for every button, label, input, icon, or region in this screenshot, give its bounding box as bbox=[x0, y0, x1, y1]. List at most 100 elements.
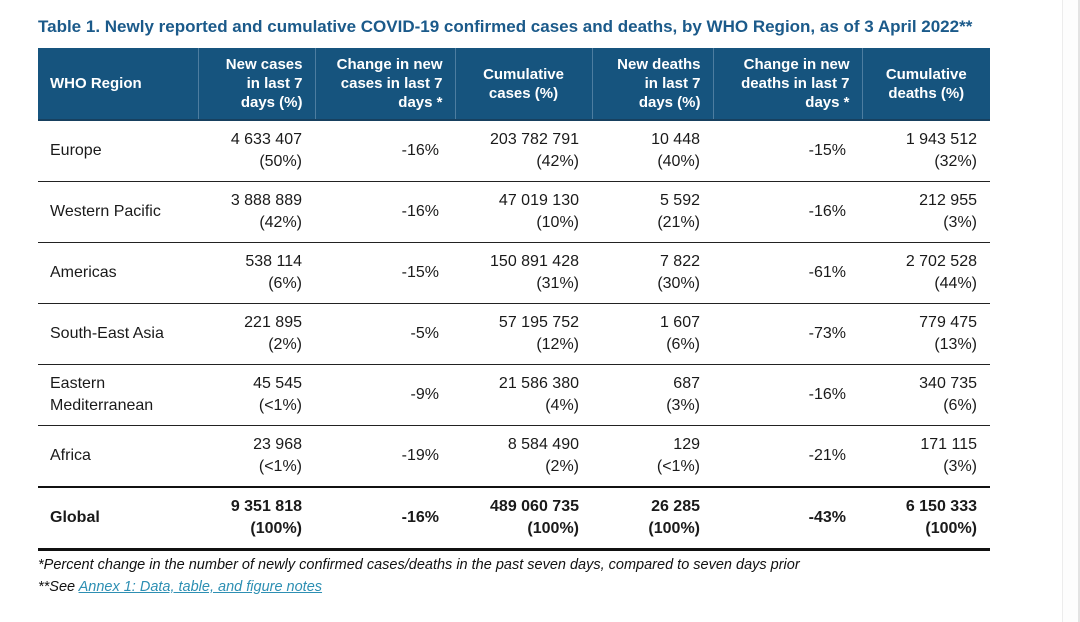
value-line: 9 351 818 bbox=[230, 498, 302, 515]
value-line: 340 735 bbox=[919, 375, 977, 392]
pct-line: (100%) bbox=[648, 520, 700, 537]
pct-line: (10%) bbox=[536, 214, 579, 231]
change-cases-cell: -9% bbox=[315, 364, 455, 426]
table-row-south-east-asia: South-East Asia 221 895 (2%) -5% 57 195 7… bbox=[38, 303, 990, 365]
cumulative-deaths-cell: 212 955 (3%) bbox=[862, 181, 990, 243]
pct-line: (12%) bbox=[536, 336, 579, 353]
pct-line: (44%) bbox=[934, 275, 977, 292]
annex-footnote: **See Annex 1: Data, table, and figure n… bbox=[38, 578, 990, 597]
value-line: 45 545 bbox=[253, 375, 302, 392]
col-header-cumulative-cases: Cumulative cases (%) bbox=[454, 48, 592, 120]
pct-line: (2%) bbox=[545, 458, 579, 475]
value-line: 4 633 407 bbox=[230, 131, 302, 148]
pct-line: (100%) bbox=[925, 520, 977, 537]
table-row-western-pacific: Western Pacific 3 888 889 (42%) -16% 47 0… bbox=[38, 181, 990, 243]
region-name: Global bbox=[38, 486, 198, 550]
value-line: 26 285 bbox=[651, 498, 700, 515]
region-name: Eastern Mediterranean bbox=[38, 364, 198, 426]
region-name: Europe bbox=[38, 119, 198, 182]
cumulative-deaths-cell: 340 735 (6%) bbox=[862, 364, 990, 426]
page-edge-strip bbox=[1062, 0, 1080, 622]
pct-line: (40%) bbox=[657, 153, 700, 170]
new-deaths-cell: 687 (3%) bbox=[592, 364, 713, 426]
pct-line: (6%) bbox=[268, 275, 302, 292]
change-deaths-cell: -43% bbox=[713, 486, 862, 550]
value-line: 3 888 889 bbox=[230, 192, 302, 209]
annex-link[interactable]: Annex 1: Data, table, and figure notes bbox=[78, 579, 323, 595]
cumulative-cases-cell: 57 195 752 (12%) bbox=[455, 303, 592, 365]
change-deaths-cell: -21% bbox=[713, 425, 862, 487]
new-cases-cell: 4 633 407 (50%) bbox=[198, 119, 315, 182]
change-deaths-cell: -61% bbox=[713, 242, 862, 304]
table-row-global: Global 9 351 818 (100%) -16% 489 060 735 (… bbox=[38, 486, 990, 550]
change-deaths-cell: -73% bbox=[713, 303, 862, 365]
value-line: 6 150 333 bbox=[905, 498, 977, 515]
pct-line: (100%) bbox=[527, 520, 579, 537]
value-line: 212 955 bbox=[919, 192, 977, 209]
new-deaths-cell: 7 822 (30%) bbox=[592, 242, 713, 304]
col-header-cumulative-deaths: Cumulative deaths (%) bbox=[861, 48, 990, 120]
value-line: 23 968 bbox=[253, 436, 302, 453]
change-deaths-cell: -16% bbox=[713, 364, 862, 426]
new-cases-cell: 221 895 (2%) bbox=[198, 303, 315, 365]
value-line: 203 782 791 bbox=[490, 131, 579, 148]
change-cases-cell: -16% bbox=[315, 486, 455, 550]
table-row-africa: Africa 23 968 (<1%) -19% 8 584 490 (2%) 12… bbox=[38, 425, 990, 487]
value-line: 538 114 bbox=[245, 253, 302, 270]
change-cases-cell: -5% bbox=[315, 303, 455, 365]
pct-line: (3%) bbox=[943, 458, 977, 475]
col-header-change-new-deaths: Change in new deaths in last 7 days * bbox=[712, 48, 862, 120]
value-line: 129 bbox=[673, 436, 700, 453]
region-name: Africa bbox=[38, 425, 198, 487]
pct-line: (32%) bbox=[934, 153, 977, 170]
value-line: 10 448 bbox=[651, 131, 700, 148]
document-page: Table 1. Newly reported and cumulative C… bbox=[38, 16, 990, 597]
see-prefix: **See bbox=[38, 579, 79, 595]
pct-line: (31%) bbox=[536, 275, 579, 292]
covid-region-table: WHO Region New cases in last 7 days (%) … bbox=[38, 48, 990, 551]
new-cases-cell: 45 545 (<1%) bbox=[198, 364, 315, 426]
col-header-new-deaths: New deaths in last 7 days (%) bbox=[591, 48, 713, 120]
new-cases-cell: 9 351 818 (100%) bbox=[198, 486, 315, 550]
value-line: 171 115 bbox=[920, 436, 977, 453]
new-deaths-cell: 5 592 (21%) bbox=[592, 181, 713, 243]
change-cases-cell: -16% bbox=[315, 181, 455, 243]
pct-line: (<1%) bbox=[656, 458, 700, 475]
pct-line: (<1%) bbox=[258, 458, 302, 475]
cumulative-cases-cell: 203 782 791 (42%) bbox=[455, 119, 592, 182]
value-line: 489 060 735 bbox=[490, 498, 579, 515]
pct-line: (6%) bbox=[943, 397, 977, 414]
cumulative-cases-cell: 21 586 380 (4%) bbox=[455, 364, 592, 426]
cumulative-cases-cell: 47 019 130 (10%) bbox=[455, 181, 592, 243]
pct-line: (42%) bbox=[259, 214, 302, 231]
new-deaths-cell: 129 (<1%) bbox=[592, 425, 713, 487]
value-line: 47 019 130 bbox=[498, 192, 579, 209]
value-line: 1 943 512 bbox=[905, 131, 977, 148]
pct-line: (50%) bbox=[259, 153, 302, 170]
new-cases-cell: 3 888 889 (42%) bbox=[198, 181, 315, 243]
pct-line: (3%) bbox=[666, 397, 700, 414]
table-header-row: WHO Region New cases in last 7 days (%) … bbox=[38, 48, 990, 120]
col-header-new-cases: New cases in last 7 days (%) bbox=[197, 48, 315, 120]
table-row-americas: Americas 538 114 (6%) -15% 150 891 428 (31… bbox=[38, 242, 990, 304]
cumulative-deaths-cell: 779 475 (13%) bbox=[862, 303, 990, 365]
change-cases-cell: -15% bbox=[315, 242, 455, 304]
pct-line: (42%) bbox=[536, 153, 579, 170]
region-name: Western Pacific bbox=[38, 181, 198, 243]
value-line: 5 592 bbox=[659, 192, 700, 209]
pct-line: (3%) bbox=[943, 214, 977, 231]
new-deaths-cell: 26 285 (100%) bbox=[592, 486, 713, 550]
pct-line: (2%) bbox=[268, 336, 302, 353]
value-line: 7 822 bbox=[659, 253, 700, 270]
value-line: 2 702 528 bbox=[905, 253, 977, 270]
change-cases-cell: -19% bbox=[315, 425, 455, 487]
new-deaths-cell: 1 607 (6%) bbox=[592, 303, 713, 365]
col-header-change-new-cases: Change in new cases in last 7 days * bbox=[314, 48, 455, 120]
value-line: 21 586 380 bbox=[498, 375, 579, 392]
value-line: 150 891 428 bbox=[490, 253, 579, 270]
pct-line: (30%) bbox=[657, 275, 700, 292]
pct-line: (<1%) bbox=[258, 397, 302, 414]
cumulative-cases-cell: 489 060 735 (100%) bbox=[455, 486, 592, 550]
value-line: 687 bbox=[673, 375, 700, 392]
change-deaths-cell: -15% bbox=[713, 119, 862, 182]
